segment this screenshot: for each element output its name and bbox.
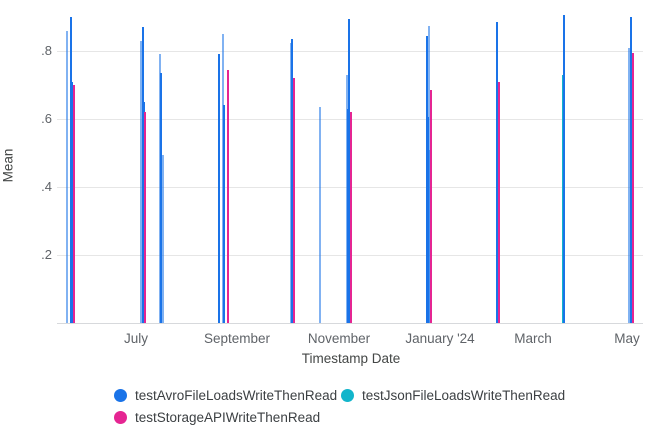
bar-avro bbox=[427, 149, 430, 323]
bar-avro bbox=[221, 34, 224, 323]
legend-label-avro: testAvroFileLoadsWriteThenRead bbox=[135, 388, 338, 403]
bar-json bbox=[561, 74, 564, 323]
y-tick-label: .4 bbox=[41, 179, 52, 194]
y-axis-title: Mean bbox=[0, 148, 16, 183]
bar-avro bbox=[158, 54, 161, 323]
legend-label-json: testJsonFileLoadsWriteThenRead bbox=[362, 388, 566, 403]
legend-dot-json-icon bbox=[341, 389, 354, 402]
gridline-y-8 bbox=[57, 51, 643, 52]
x-tick-label: July bbox=[123, 331, 149, 346]
bar-avro bbox=[347, 108, 349, 323]
bar-storage bbox=[227, 69, 229, 323]
bar-avro bbox=[348, 18, 350, 323]
bar-avro bbox=[496, 22, 498, 323]
bar-avro bbox=[290, 122, 293, 323]
x-tick-label: March bbox=[514, 331, 552, 346]
bar-avro bbox=[160, 73, 162, 323]
bar-avro bbox=[66, 30, 68, 323]
bar-avro bbox=[162, 154, 164, 323]
y-tick-label: .2 bbox=[41, 247, 52, 262]
y-tick-label: .8 bbox=[41, 43, 52, 58]
x-tick-label: January '24 bbox=[405, 331, 475, 346]
legend-item-avro[interactable]: testAvroFileLoadsWriteThenRead bbox=[114, 388, 337, 403]
bar-storage bbox=[292, 78, 295, 323]
bar-storage bbox=[72, 85, 75, 323]
legend-dot-avro-icon bbox=[114, 389, 127, 402]
bar-avro bbox=[563, 15, 565, 323]
bar-storage bbox=[632, 52, 634, 323]
bar-storage bbox=[429, 90, 432, 323]
bar-avro bbox=[628, 47, 630, 323]
legend-dot-storage-icon bbox=[114, 411, 127, 424]
x-axis-line bbox=[57, 323, 643, 324]
bar-avro bbox=[630, 17, 632, 323]
x-tick-label: September bbox=[203, 331, 271, 346]
x-tick-label: November bbox=[307, 331, 371, 346]
bar-avro bbox=[140, 40, 142, 323]
x-tick-label: May bbox=[614, 331, 640, 346]
y-tick-label: .6 bbox=[41, 111, 52, 126]
bar-avro bbox=[319, 107, 321, 323]
bar-avro bbox=[217, 54, 220, 323]
legend-label-storage: testStorageAPIWriteThenRead bbox=[135, 410, 321, 425]
bar-avro bbox=[142, 102, 145, 323]
x-axis-title: Timestamp Date bbox=[301, 351, 401, 366]
bar-storage bbox=[497, 81, 500, 323]
legend-item-storage[interactable]: testStorageAPIWriteThenRead bbox=[114, 410, 320, 425]
bar-storage bbox=[349, 112, 352, 323]
bar-storage bbox=[144, 112, 146, 323]
bar-avro bbox=[223, 105, 225, 323]
legend-item-json[interactable]: testJsonFileLoadsWriteThenRead bbox=[341, 388, 565, 403]
bar-avro bbox=[71, 81, 73, 323]
